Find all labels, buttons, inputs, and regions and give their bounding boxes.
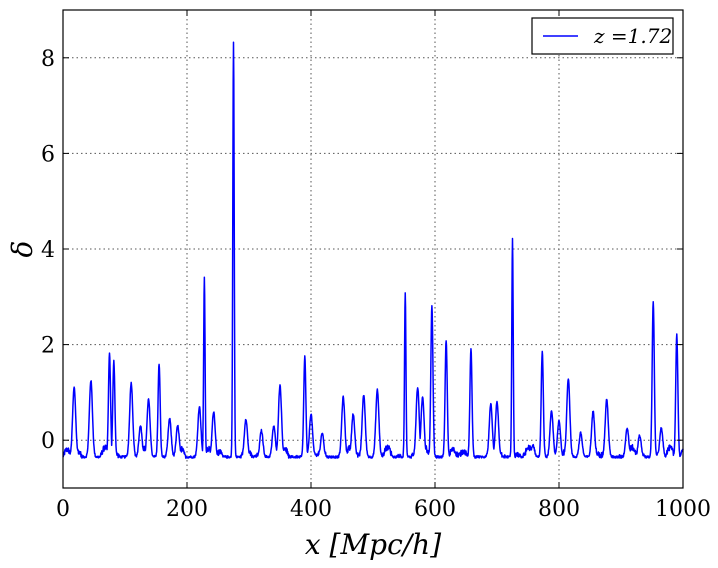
y-tick-label: 6	[41, 142, 55, 167]
legend: z =1.72	[531, 17, 674, 55]
y-tick-label: 2	[41, 334, 55, 359]
x-axis-label: x [Mpc/h]	[305, 528, 441, 561]
x-tick-label: 800	[538, 497, 580, 522]
x-tick-label: 200	[166, 497, 208, 522]
x-tick-label: 1000	[655, 497, 711, 522]
x-tick-label: 0	[56, 497, 70, 522]
y-tick-label: 4	[41, 238, 55, 263]
y-tick-label: 0	[41, 429, 55, 454]
x-tick-label: 600	[414, 497, 456, 522]
x-tick-label: 400	[290, 497, 332, 522]
y-tick-label: 8	[41, 47, 55, 72]
tick-layer: 0 200 400 600 800 1000 0 2 4 6 8	[41, 10, 711, 522]
series-line	[62, 41, 684, 459]
series-layer	[62, 41, 684, 459]
legend-series-label: z =1.72	[593, 24, 672, 48]
y-axis-label: δ	[6, 241, 39, 258]
